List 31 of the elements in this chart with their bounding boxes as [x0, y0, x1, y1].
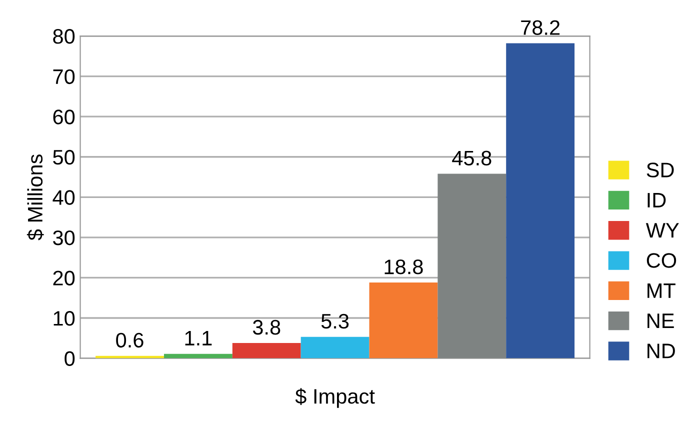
data-label: 78.2 [521, 20, 560, 36]
data-label: 3.8 [252, 320, 280, 335]
legend-label: SD [646, 162, 674, 178]
data-label: 18.8 [384, 260, 423, 274]
x-axis-title: $ Impact [295, 388, 375, 408]
legend-label: MT [648, 284, 676, 298]
legend-label: ID [648, 193, 666, 208]
y-tick-label: 60 [53, 110, 75, 124]
data-label: 5.3 [321, 314, 349, 329]
legend-label: NE [648, 314, 674, 328]
legend-label: ND [648, 344, 675, 358]
y-tick-label: 10 [54, 311, 75, 326]
y-axis-title: $ Millions [26, 154, 44, 240]
y-tick-label: 0 [64, 351, 75, 366]
bar [438, 174, 506, 358]
data-label: 1.1 [185, 331, 212, 346]
bar [506, 43, 575, 358]
y-tick-label: 30 [53, 230, 75, 246]
y-tick-label: 40 [52, 190, 75, 205]
bar [369, 282, 438, 358]
bar [300, 336, 370, 358]
y-tick-label: 50 [53, 150, 75, 165]
legend-label: CO [646, 253, 676, 268]
bar [232, 342, 301, 358]
data-label: 45.8 [452, 150, 492, 166]
y-tick-label: 80 [53, 29, 75, 44]
y-tick-label: 70 [53, 69, 75, 84]
legend-label: WY [646, 223, 679, 238]
data-label: 0.6 [116, 332, 144, 348]
bar [164, 354, 232, 358]
y-tick-label: 20 [53, 270, 75, 286]
